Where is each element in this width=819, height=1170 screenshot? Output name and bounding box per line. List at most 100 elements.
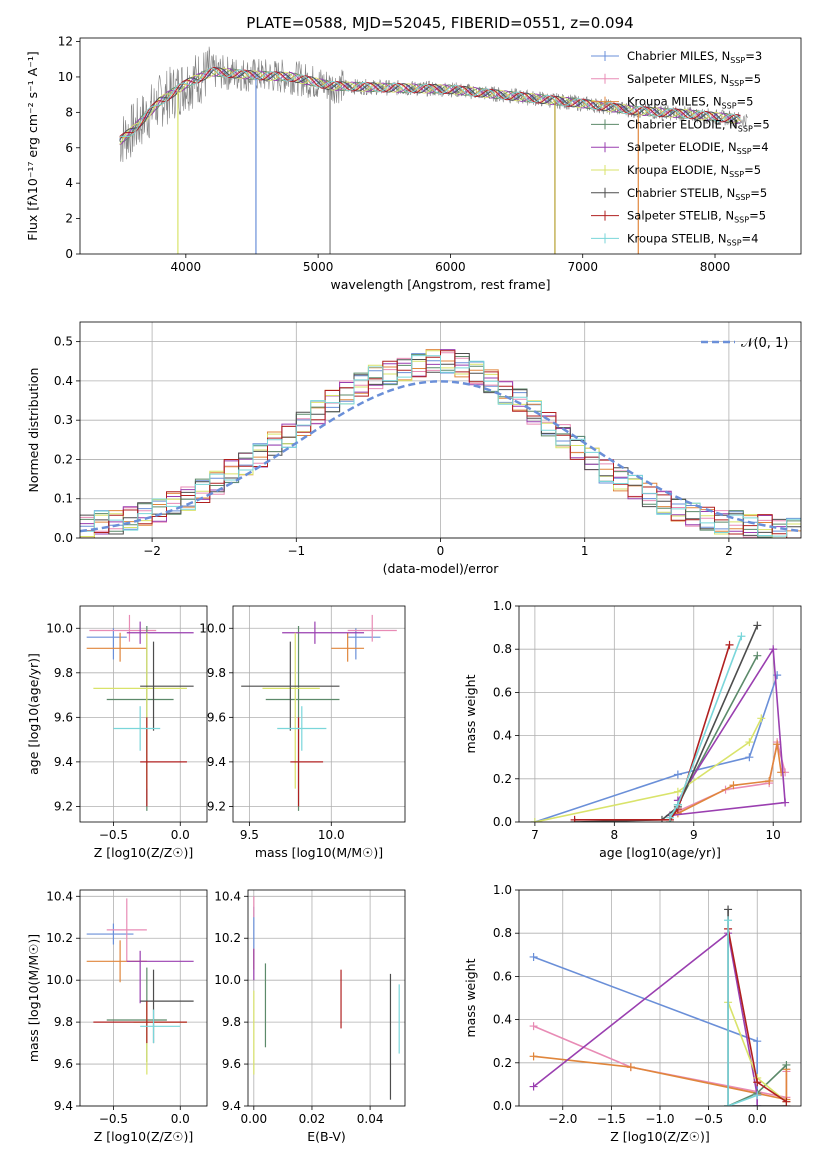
y-tick-label: 1.0 bbox=[493, 599, 512, 613]
mass-weight-series bbox=[533, 956, 759, 1106]
figure-title: PLATE=0588, MJD=52045, FIBERID=0551, z=0… bbox=[246, 14, 633, 32]
y-tick-label: 0.6 bbox=[493, 685, 512, 699]
x-axis-label: Z [log10(Z/Z☉)] bbox=[94, 1129, 194, 1144]
model-spectrum-line bbox=[119, 67, 741, 138]
x-tick-label: 0.04 bbox=[357, 1112, 384, 1126]
legend-subscript: SSP bbox=[729, 170, 744, 179]
errorbar-point bbox=[93, 1001, 187, 1044]
y-tick-label: 0.8 bbox=[493, 926, 512, 940]
legend-entry: Chabrier MILES, NSSP=3 bbox=[627, 49, 762, 65]
y-tick-label: 9.6 bbox=[54, 710, 73, 724]
y-tick-label: 0.0 bbox=[54, 531, 73, 545]
axes-frame bbox=[79, 889, 208, 1107]
series-marker bbox=[757, 714, 766, 723]
x-tick-label: 6000 bbox=[435, 260, 466, 274]
series-marker bbox=[529, 1082, 538, 1091]
y-tick-label: 10.0 bbox=[214, 973, 241, 987]
y-tick-label: 9.6 bbox=[54, 1057, 73, 1071]
errorbar-point bbox=[265, 626, 340, 811]
y-tick-label: 9.8 bbox=[54, 666, 73, 680]
series-marker bbox=[570, 815, 579, 822]
y-tick-label: 4 bbox=[65, 176, 73, 190]
y-tick-label: 0.2 bbox=[493, 1056, 512, 1070]
x-tick-label: 9 bbox=[690, 828, 698, 842]
mass-weight-series bbox=[669, 646, 786, 817]
series-marker bbox=[777, 768, 786, 777]
axes-frame bbox=[518, 605, 802, 823]
x-tick-label: 0.02 bbox=[299, 1112, 326, 1126]
errorbar-point bbox=[277, 706, 327, 751]
errorbar-point bbox=[86, 923, 134, 945]
y-tick-label: 0.4 bbox=[54, 374, 73, 388]
legend-entry: Kroupa MILES, NSSP=5 bbox=[627, 95, 753, 111]
y-tick-label: 0.8 bbox=[493, 642, 512, 656]
histogram-series bbox=[80, 350, 801, 538]
errorbar-point bbox=[89, 614, 157, 642]
series-marker bbox=[745, 753, 754, 762]
x-tick-label: −1 bbox=[287, 544, 305, 558]
y-tick-label: 0.6 bbox=[493, 969, 512, 983]
series-marker bbox=[745, 738, 754, 747]
legend-subscript: SSP bbox=[727, 238, 742, 247]
series-marker bbox=[724, 1102, 733, 1106]
series-marker bbox=[753, 1091, 762, 1100]
x-axis-label: E(B-V) bbox=[307, 1129, 346, 1144]
panel-2: −2 −1 0 1 2 0.0 0.1 0.2 0.3 0.4 0.5 (data-model)/er… bbox=[26, 321, 802, 576]
y-axis-label: age [log10(age/yr)] bbox=[26, 653, 41, 775]
legend-subscript: SSP bbox=[735, 193, 750, 202]
legend-entry: Salpeter MILES, NSSP=5 bbox=[627, 72, 761, 88]
y-axis-label: mass weight bbox=[463, 958, 478, 1037]
series-marker bbox=[753, 651, 762, 660]
panel-7: 0.00 0.02 0.04 9.4 9.6 9.8 10.0 10.2 10.4 E(B-V) bbox=[214, 889, 406, 1144]
x-tick-label: −0.5 bbox=[99, 1112, 128, 1126]
errorbar-point bbox=[133, 1001, 187, 1075]
y-tick-label: 9.8 bbox=[54, 1015, 73, 1029]
panel-4: 9.5 10.0 9.2 9.4 9.6 9.8 10.0 mass [log10(M/M☉)… bbox=[199, 605, 406, 860]
errorbar-point bbox=[126, 621, 194, 644]
histogram-series bbox=[80, 355, 801, 537]
y-tick-label: 0.2 bbox=[493, 772, 512, 786]
legend-entry: Chabrier ELODIE, NSSP=5 bbox=[627, 117, 770, 133]
legend-subscript: SSP bbox=[734, 216, 749, 225]
y-tick-label: 8 bbox=[65, 105, 73, 119]
y-tick-label: 9.6 bbox=[222, 1057, 241, 1071]
plot-area bbox=[529, 905, 791, 1106]
legend-entry: Kroupa STELIB, NSSP=4 bbox=[627, 231, 758, 247]
series-marker bbox=[673, 770, 682, 779]
plot-area bbox=[253, 896, 400, 1100]
x-tick-label: 0.0 bbox=[748, 1112, 767, 1126]
series-marker bbox=[753, 1078, 762, 1087]
x-tick-label: 10.0 bbox=[318, 828, 345, 842]
legend-entry: Salpeter STELIB, NSSP=5 bbox=[627, 209, 766, 225]
panel-6: −0.5 0.0 9.4 9.6 9.8 10.0 10.2 10.4 Z [log10(Z/Z… bbox=[26, 889, 208, 1144]
series-marker bbox=[753, 1102, 762, 1106]
legend-suffix: =3 bbox=[745, 49, 762, 63]
y-tick-label: 10.4 bbox=[214, 889, 241, 903]
y-tick-label: 10.0 bbox=[46, 973, 73, 987]
series-marker bbox=[673, 800, 682, 809]
errorbar-point bbox=[282, 621, 365, 644]
x-tick-label: 7000 bbox=[567, 260, 598, 274]
series-marker bbox=[626, 1063, 635, 1072]
y-tick-label: 0.4 bbox=[493, 1013, 512, 1027]
plot-area bbox=[119, 46, 749, 254]
x-tick-label: −1.5 bbox=[597, 1112, 626, 1126]
y-tick-label: 10.0 bbox=[46, 621, 73, 635]
y-tick-label: 9.4 bbox=[222, 1099, 241, 1113]
y-axis-label: Normed distribution bbox=[26, 368, 41, 493]
y-tick-label: 9.8 bbox=[207, 666, 226, 680]
x-tick-label: 8000 bbox=[700, 260, 731, 274]
x-tick-label: −2 bbox=[143, 544, 161, 558]
y-tick-label: 2 bbox=[65, 212, 73, 226]
y-tick-label: 0.4 bbox=[493, 729, 512, 743]
y-tick-label: 0.2 bbox=[54, 452, 73, 466]
series-marker bbox=[724, 916, 733, 925]
legend-suffix: =5 bbox=[753, 117, 770, 131]
y-tick-label: 0.0 bbox=[493, 1099, 512, 1113]
panel-1: 4000 5000 6000 7000 8000 0 2 4 6 8 10 12 wavelength … bbox=[25, 35, 802, 292]
x-tick-label: 0 bbox=[437, 544, 445, 558]
axes-frame bbox=[79, 605, 208, 823]
mass-weight-series bbox=[533, 931, 759, 1106]
series-marker bbox=[782, 1097, 791, 1106]
